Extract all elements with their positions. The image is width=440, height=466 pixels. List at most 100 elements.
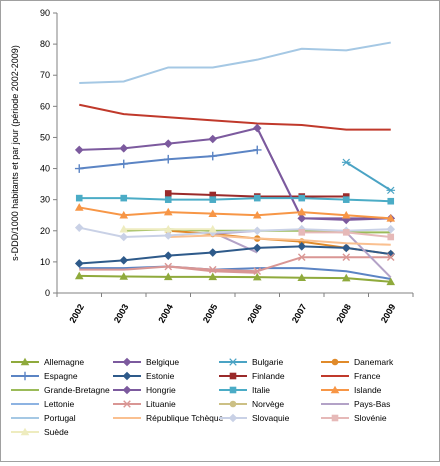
legend-marker bbox=[20, 427, 30, 436]
x-tick-label: 2006 bbox=[245, 302, 264, 324]
legend-marker bbox=[122, 357, 132, 367]
data-point bbox=[163, 224, 173, 233]
legend-item: Pays-Bas bbox=[321, 399, 390, 409]
legend-marker bbox=[229, 400, 237, 408]
legend-item: Islande bbox=[321, 385, 382, 395]
legend-label: Islande bbox=[354, 385, 382, 395]
series-line bbox=[168, 256, 391, 273]
legend-label: Allemagne bbox=[44, 357, 84, 367]
legend-marker bbox=[20, 357, 30, 366]
data-point bbox=[119, 210, 129, 219]
legend-label: Danemark bbox=[354, 357, 394, 367]
y-tick-label: 30 bbox=[40, 195, 50, 205]
x-tick-label: 2008 bbox=[334, 302, 353, 324]
legend-marker bbox=[123, 400, 131, 408]
y-tick-label: 70 bbox=[40, 70, 50, 80]
data-point bbox=[209, 191, 217, 199]
data-point bbox=[74, 223, 84, 232]
legend-label: Bulgarie bbox=[252, 357, 283, 367]
legend-label: Hongrie bbox=[146, 385, 176, 395]
data-point bbox=[386, 186, 396, 195]
series-slov-nie bbox=[298, 229, 395, 241]
data-point bbox=[297, 214, 307, 223]
legend-label: Slovénie bbox=[354, 413, 387, 423]
data-point bbox=[341, 243, 351, 253]
data-point bbox=[163, 207, 173, 216]
data-point bbox=[387, 197, 395, 205]
data-point bbox=[208, 265, 217, 274]
data-point bbox=[252, 226, 262, 236]
data-point bbox=[387, 233, 395, 241]
series-line bbox=[168, 234, 391, 246]
series-extra-0 bbox=[256, 127, 391, 220]
y-tick-label: 10 bbox=[40, 257, 50, 267]
legend-marker bbox=[20, 371, 30, 381]
data-point bbox=[297, 207, 307, 216]
series-allemagne bbox=[74, 271, 396, 286]
legend-item: Italie bbox=[219, 385, 270, 395]
data-point bbox=[119, 232, 129, 242]
x-tick-label: 2002 bbox=[67, 302, 86, 324]
x-tick-label: 2004 bbox=[156, 302, 175, 324]
data-point bbox=[298, 194, 306, 202]
series-line bbox=[79, 103, 391, 131]
data-point bbox=[253, 194, 261, 202]
data-point bbox=[119, 256, 129, 265]
y-tick-label: 60 bbox=[40, 101, 50, 111]
data-point bbox=[208, 151, 218, 161]
data-point bbox=[386, 214, 396, 222]
data-point bbox=[163, 272, 173, 281]
series-line bbox=[79, 265, 391, 280]
data-point bbox=[163, 139, 173, 148]
series-estonie bbox=[74, 242, 396, 268]
data-point bbox=[297, 242, 307, 251]
data-point bbox=[163, 154, 173, 164]
legend-marker bbox=[229, 372, 237, 380]
legend-item: France bbox=[321, 371, 381, 381]
legend-item: Portugal bbox=[11, 413, 76, 423]
legend-label: Pays-Bas bbox=[354, 399, 390, 409]
series-line bbox=[79, 226, 391, 239]
data-point bbox=[164, 262, 173, 271]
legend-label: Italie bbox=[252, 385, 270, 395]
series-line bbox=[79, 126, 391, 221]
data-point bbox=[341, 273, 351, 282]
legend-item: Belgique bbox=[113, 357, 179, 367]
data-point bbox=[252, 272, 262, 281]
data-point bbox=[75, 194, 83, 202]
legend-label: Belgique bbox=[146, 357, 179, 367]
series-line bbox=[79, 274, 391, 283]
y-tick-label: 50 bbox=[40, 132, 50, 142]
legend-label: Portugal bbox=[44, 413, 76, 423]
legend-label: Lettonie bbox=[44, 399, 75, 409]
data-point bbox=[342, 196, 350, 203]
data-point bbox=[119, 144, 129, 153]
series-lines bbox=[74, 41, 396, 286]
legend-marker bbox=[122, 371, 132, 381]
series-line bbox=[79, 206, 391, 220]
legend-item: Grande-Bretagne bbox=[11, 385, 110, 395]
legend-item: Estonie bbox=[113, 371, 175, 381]
x-tick-label: 2003 bbox=[112, 302, 131, 324]
series-line bbox=[79, 245, 391, 265]
legend-marker bbox=[228, 358, 238, 366]
legend-marker bbox=[330, 385, 340, 394]
data-point bbox=[119, 224, 129, 233]
series-line bbox=[256, 127, 391, 220]
series-line bbox=[79, 41, 391, 84]
series-france bbox=[79, 103, 391, 131]
legend-item: Finlande bbox=[219, 371, 285, 381]
series-islande bbox=[74, 203, 396, 222]
y-tick-label: 40 bbox=[40, 164, 50, 174]
series-su-de bbox=[119, 224, 218, 233]
legend-label: Grande-Bretagne bbox=[44, 385, 110, 395]
legend-label: Suède bbox=[44, 427, 69, 437]
data-point bbox=[163, 231, 173, 240]
y-axis-title: s-DDD/1000 habitants et par jour (périod… bbox=[10, 45, 20, 261]
series-line bbox=[79, 197, 391, 203]
data-point bbox=[386, 253, 395, 262]
data-point bbox=[341, 158, 351, 167]
data-point bbox=[74, 203, 84, 211]
